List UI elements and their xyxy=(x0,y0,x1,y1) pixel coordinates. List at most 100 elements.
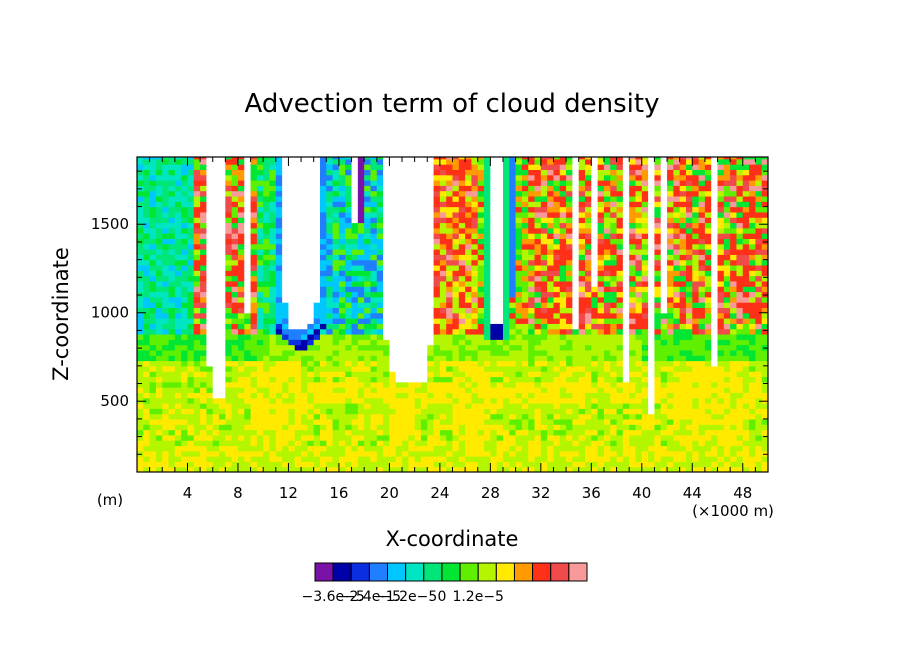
field-cell xyxy=(389,174,397,181)
field-cell xyxy=(402,381,409,388)
field-cell xyxy=(187,434,195,441)
field-cell xyxy=(566,461,573,468)
field-cell xyxy=(168,195,176,202)
field-cell xyxy=(181,264,189,271)
field-cell xyxy=(452,280,460,287)
field-cell xyxy=(528,307,536,314)
field-cell xyxy=(402,323,409,330)
field-cell xyxy=(338,339,346,346)
field-cell xyxy=(547,381,555,388)
field-cell xyxy=(294,434,302,441)
field-cell xyxy=(351,158,359,165)
field-cell xyxy=(439,158,447,165)
field-cell xyxy=(338,164,346,170)
field-cell xyxy=(200,339,208,346)
field-cell xyxy=(319,456,327,462)
field-cell xyxy=(515,429,523,436)
field-cell xyxy=(338,466,346,472)
field-cell xyxy=(307,344,315,351)
field-cell xyxy=(585,466,592,472)
field-cell xyxy=(326,238,334,245)
field-cell xyxy=(237,344,245,351)
field-cell xyxy=(641,254,649,261)
field-cell xyxy=(439,413,447,420)
field-cell xyxy=(282,180,290,186)
field-cell xyxy=(427,333,435,340)
field-cell xyxy=(566,275,573,282)
field-cell xyxy=(219,307,226,314)
field-cell xyxy=(585,254,592,261)
field-cell xyxy=(162,217,170,224)
field-cell xyxy=(540,307,548,314)
field-cell xyxy=(250,222,258,229)
field-cell xyxy=(521,450,529,457)
field-cell xyxy=(395,387,403,393)
field-cell xyxy=(446,206,454,213)
field-cell xyxy=(313,211,321,218)
field-cell xyxy=(168,302,176,309)
field-cell xyxy=(294,333,302,340)
field-cell xyxy=(578,323,586,330)
field-cell xyxy=(219,461,226,468)
field-cell xyxy=(187,349,195,356)
field-cell xyxy=(219,397,226,404)
field-cell xyxy=(660,445,668,452)
field-cell xyxy=(496,238,504,245)
field-cell xyxy=(313,280,321,287)
field-cell xyxy=(547,445,555,452)
field-cell xyxy=(585,270,592,277)
field-cell xyxy=(622,302,630,309)
field-cell xyxy=(641,286,649,293)
field-cell xyxy=(301,355,308,362)
field-cell xyxy=(654,164,662,170)
field-cell xyxy=(622,402,630,409)
field-cell xyxy=(357,158,365,165)
field-cell xyxy=(269,190,277,197)
field-cell xyxy=(635,201,643,208)
field-cell xyxy=(351,318,359,324)
field-cell xyxy=(275,413,283,420)
field-cell xyxy=(547,275,555,282)
field-cell xyxy=(528,333,536,340)
field-cell xyxy=(427,164,435,170)
field-cell xyxy=(572,254,580,261)
field-cell xyxy=(269,328,277,335)
field-cell xyxy=(502,275,510,282)
field-cell xyxy=(641,349,649,356)
field-cell xyxy=(162,243,170,250)
field-cell xyxy=(155,227,163,234)
field-cell xyxy=(484,227,491,234)
field-cell xyxy=(338,217,346,224)
field-cell xyxy=(294,157,302,160)
field-cell xyxy=(591,371,599,378)
field-cell xyxy=(534,318,542,324)
field-cell xyxy=(585,201,592,208)
field-cell xyxy=(376,280,384,287)
field-cell xyxy=(553,249,561,255)
field-cell xyxy=(402,233,409,240)
field-cell xyxy=(420,233,428,240)
field-cell xyxy=(193,280,201,287)
field-cell xyxy=(231,333,239,340)
field-cell xyxy=(566,180,573,186)
field-cell xyxy=(616,185,624,192)
field-cell xyxy=(244,206,252,213)
field-cell xyxy=(193,360,201,367)
field-cell xyxy=(200,318,208,324)
field-cell xyxy=(345,180,353,186)
field-cell xyxy=(559,233,567,240)
field-cell xyxy=(540,344,548,351)
field-cell xyxy=(256,312,264,319)
field-cell xyxy=(137,402,144,409)
field-cell xyxy=(635,312,643,319)
field-cell xyxy=(547,360,555,367)
field-cell xyxy=(654,397,662,404)
field-cell xyxy=(578,296,586,303)
field-cell xyxy=(641,190,649,197)
field-cell xyxy=(534,169,542,176)
field-cell xyxy=(174,387,182,393)
field-cell xyxy=(458,180,466,186)
field-cell xyxy=(345,254,353,261)
field-cell xyxy=(496,424,504,431)
field-cell xyxy=(414,275,422,282)
